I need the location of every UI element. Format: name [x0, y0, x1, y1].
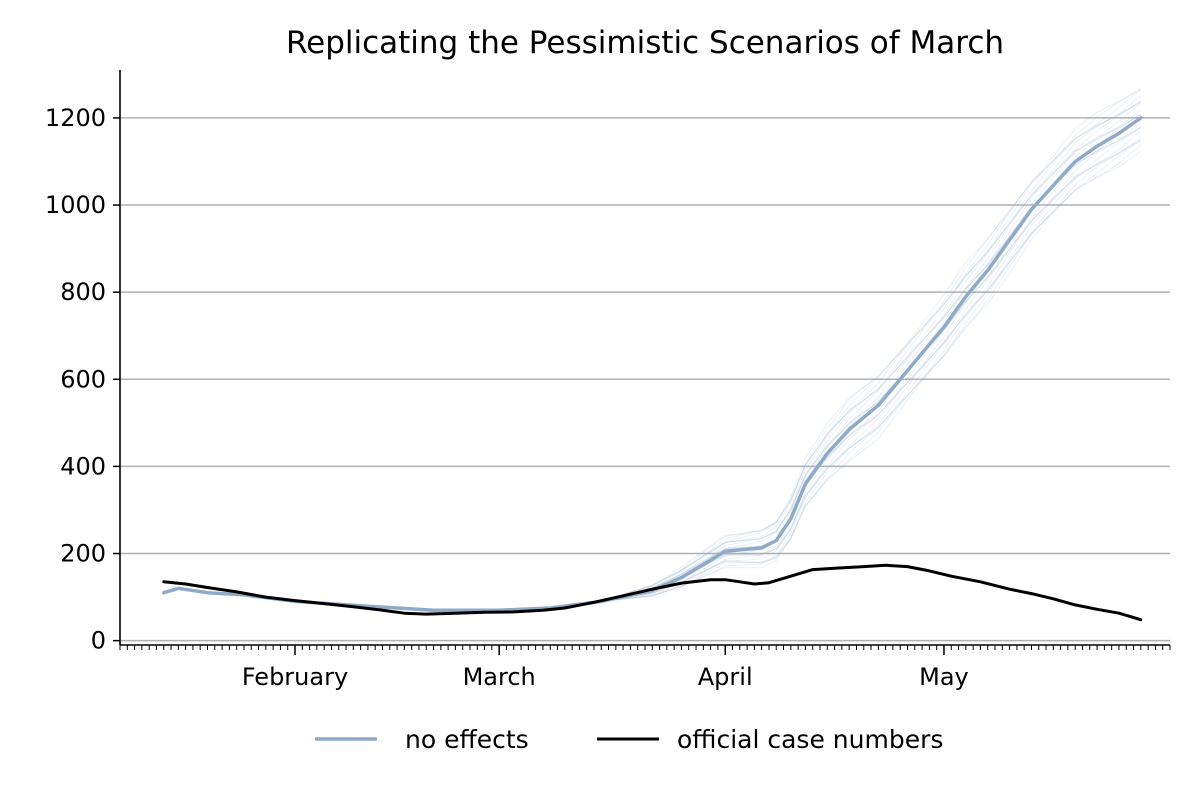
x-tick-label: February — [242, 663, 348, 691]
scenario-run-line — [163, 139, 1142, 611]
scenario-run-line — [163, 87, 1142, 611]
y-tick-label: 0 — [91, 627, 106, 655]
scenario-run-line — [163, 89, 1142, 611]
scenario-run-line — [163, 150, 1142, 611]
scenario-run-line — [163, 130, 1142, 611]
scenario-run-line — [163, 89, 1142, 611]
x-tick-label: April — [698, 663, 753, 691]
scenario-run-line — [163, 126, 1142, 611]
y-tick-label: 400 — [60, 452, 106, 480]
scenario-run-line — [163, 116, 1142, 611]
scenario-run-line — [163, 137, 1142, 611]
scenario-run-line — [163, 95, 1142, 611]
y-tick-label: 1200 — [45, 104, 106, 132]
scenario-run-line — [163, 113, 1142, 611]
scenario-run-line — [163, 126, 1142, 611]
gridlines — [120, 117, 1170, 642]
axes: 0 200 400 600 800 1000 1200 February March April M… — [45, 70, 1171, 691]
series-line-no-effects — [162, 116, 1143, 612]
scenario-run-line — [163, 123, 1142, 611]
legend: no effects official case numbers — [315, 725, 943, 754]
scenario-run-line — [163, 109, 1142, 611]
y-tick-label: 600 — [60, 365, 106, 393]
scenario-run-line — [163, 114, 1142, 611]
scenario-runs — [163, 87, 1142, 611]
scenario-run-line — [163, 140, 1142, 611]
scenario-run-line — [163, 139, 1142, 611]
y-tick-label: 800 — [60, 278, 106, 306]
series-lines — [162, 116, 1143, 622]
scenario-run-line — [163, 100, 1142, 611]
scenario-run-line — [163, 101, 1142, 611]
scenario-run-line — [163, 101, 1142, 611]
y-tick-label: 1000 — [45, 191, 106, 219]
scenario-run-line — [163, 102, 1142, 611]
legend-label: official case numbers — [677, 725, 943, 754]
scenario-run-line — [163, 144, 1142, 611]
scenario-run-line — [163, 114, 1142, 611]
series-line-official-case-numbers — [162, 563, 1143, 622]
x-tick-label: May — [919, 663, 969, 691]
legend-label: no effects — [405, 725, 529, 754]
y-tick-label: 200 — [60, 540, 106, 568]
scenario-run-line — [163, 127, 1142, 611]
chart-title: Replicating the Pessimistic Scenarios of… — [286, 25, 1004, 61]
x-tick-label: March — [463, 663, 536, 691]
